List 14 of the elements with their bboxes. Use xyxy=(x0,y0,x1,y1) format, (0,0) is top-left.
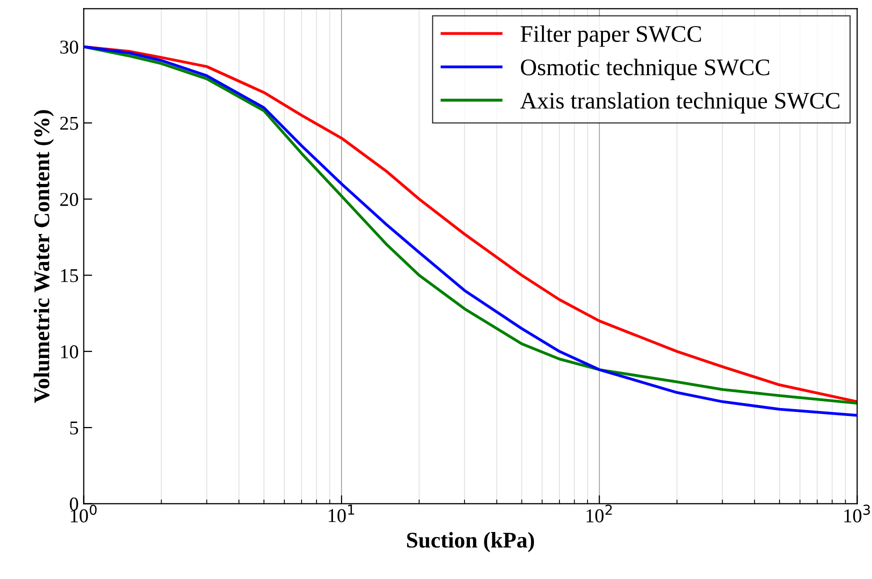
x-tick-label: 10$^{3}$ xyxy=(844,504,870,522)
y-tick-label: 15 xyxy=(61,269,78,282)
x-axis-title: Suction (kPa) xyxy=(407,532,534,552)
legend-label: Osmotic technique SWCC xyxy=(520,58,770,80)
y-tick-label: 30 xyxy=(60,40,78,54)
y-axis-title: Volumetric Water Content (%) xyxy=(34,110,54,403)
legend-label: Axis translation technique SWCC xyxy=(520,92,840,114)
x-tick-label: 10$^{2}$ xyxy=(586,504,612,522)
y-tick-label: 25 xyxy=(60,116,78,130)
y-tick-label: 5 xyxy=(70,422,78,435)
y-tick-label: 10 xyxy=(61,345,78,358)
x-tick-label: 10$^{1}$ xyxy=(328,504,354,522)
y-tick-label: 20 xyxy=(60,192,78,206)
legend-label: Filter paper SWCC xyxy=(520,25,701,47)
